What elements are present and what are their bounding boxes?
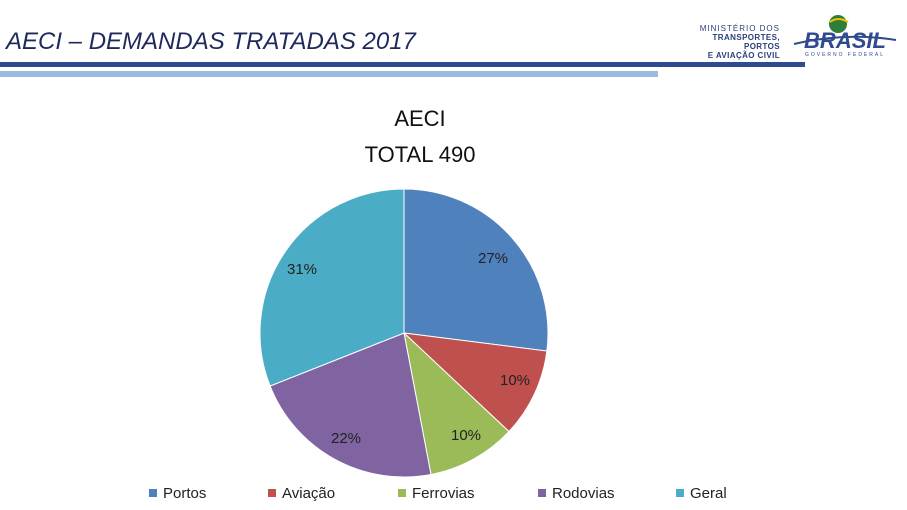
legend-item-rodovias: Rodovias bbox=[538, 484, 615, 502]
pie-slice-portos bbox=[403, 188, 549, 352]
brasil-logo-subtext: GOVERNO FEDERAL bbox=[805, 52, 885, 58]
pie-data-label: 31% bbox=[287, 261, 317, 278]
ministry-line-1: MINISTÉRIO DOS bbox=[699, 24, 780, 33]
legend-label: Aviação bbox=[282, 484, 336, 502]
pie-data-label: 27% bbox=[478, 250, 508, 267]
legend-item-aviacao: Aviação bbox=[268, 484, 335, 502]
pie-slice-aviacao bbox=[402, 332, 548, 433]
legend-label: Portos bbox=[163, 484, 207, 502]
legend-label: Ferrovias bbox=[412, 484, 475, 502]
pie-slice-rodovias bbox=[269, 332, 432, 478]
legend-swatch bbox=[676, 489, 684, 497]
legend-swatch bbox=[149, 489, 157, 497]
pie-slice-geral bbox=[259, 188, 405, 387]
header-rule-light bbox=[0, 71, 658, 77]
legend-label: Rodovias bbox=[552, 484, 615, 502]
slide-title: AECI – DEMANDAS TRATADAS 2017 bbox=[6, 28, 416, 55]
legend-item-portos: Portos bbox=[149, 484, 206, 502]
chart-subtitle-total: TOTAL 490 bbox=[364, 142, 476, 167]
legend-label: Geral bbox=[690, 484, 727, 502]
legend-item-geral: Geral bbox=[676, 484, 727, 502]
ministry-line-2: TRANSPORTES, PORTOS bbox=[712, 33, 780, 51]
legend-item-ferrovias: Ferrovias bbox=[398, 484, 475, 502]
pie-slice-ferrovias bbox=[403, 331, 510, 476]
chart-title: AECI bbox=[394, 106, 446, 131]
header-rule-dark bbox=[0, 62, 805, 67]
legend-swatch bbox=[538, 489, 546, 497]
pie-data-label: 10% bbox=[451, 427, 481, 444]
ministry-logo: MINISTÉRIO DOS TRANSPORTES, PORTOS E AVI… bbox=[676, 24, 780, 60]
pie-data-label: 10% bbox=[500, 372, 530, 389]
legend-swatch bbox=[398, 489, 406, 497]
brasil-logo: BRASIL GOVERNO FEDERAL bbox=[793, 15, 897, 58]
pie-data-label: 22% bbox=[331, 430, 361, 447]
legend-swatch bbox=[268, 489, 276, 497]
ministry-line-3: E AVIAÇÃO CIVIL bbox=[707, 51, 780, 60]
